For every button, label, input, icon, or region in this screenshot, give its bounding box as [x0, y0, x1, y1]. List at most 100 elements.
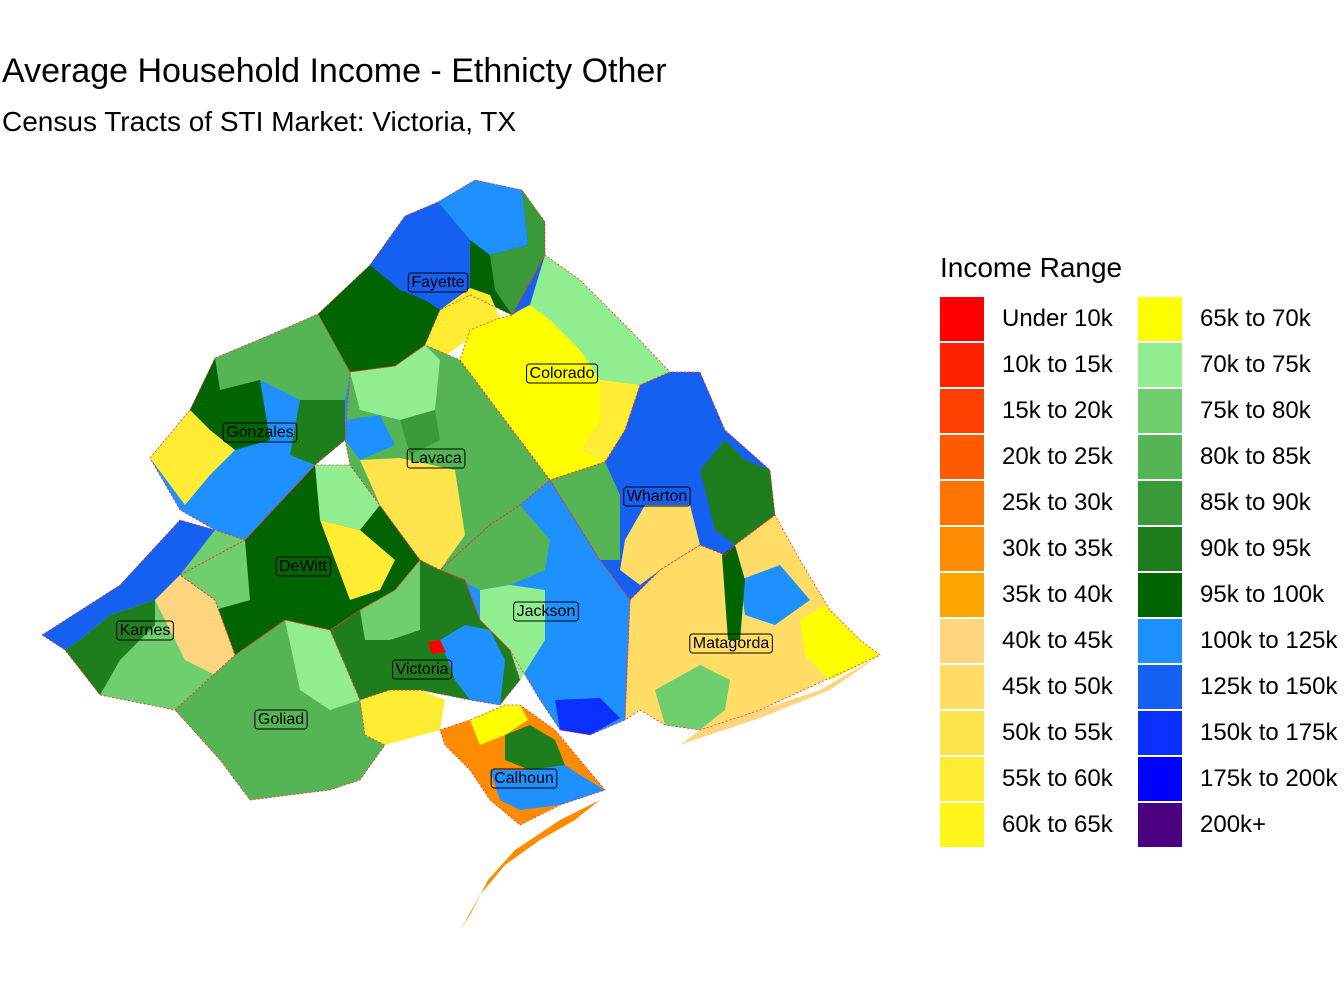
- legend-label: 85k to 90k: [1200, 489, 1311, 516]
- tract-gonzales-c: [150, 410, 235, 505]
- legend-swatch: [940, 757, 984, 801]
- legend-item: 100k to 125k: [1138, 618, 1338, 664]
- legend-swatch: [1138, 665, 1182, 709]
- legend-item: 65k to 70k: [1138, 296, 1336, 342]
- legend-swatch: [940, 389, 984, 433]
- county-label-jackson: Jackson: [513, 601, 579, 622]
- county-label-wharton: Wharton: [623, 486, 691, 507]
- legend-label: 20k to 25k: [1002, 443, 1113, 470]
- legend-label: 125k to 150k: [1200, 673, 1338, 700]
- tract-gonzales-d: [290, 400, 345, 465]
- legend-swatch: [940, 343, 984, 387]
- tract-colorado-c: [580, 380, 640, 462]
- legend-swatch: [1138, 527, 1182, 571]
- legend-swatch: [1138, 343, 1182, 387]
- county-karnes-border: [41, 519, 247, 711]
- tract-lavaca-c: [360, 458, 465, 570]
- legend-label: 80k to 85k: [1200, 443, 1311, 470]
- svg-text:Karnes: Karnes: [120, 622, 171, 639]
- legend-label: 50k to 55k: [1002, 719, 1113, 746]
- legend-swatch: [940, 665, 984, 709]
- tract-matagorda-a: [740, 565, 810, 625]
- legend-swatch: [940, 297, 984, 341]
- tract-fayette-c: [490, 190, 545, 315]
- svg-text:Wharton: Wharton: [627, 488, 687, 505]
- legend-label: 10k to 15k: [1002, 351, 1113, 378]
- legend-item: 20k to 25k: [940, 434, 1138, 480]
- tract-gonzales-a: [215, 314, 350, 400]
- tract-lavaca-b: [345, 415, 395, 460]
- tract-jackson-b: [480, 585, 545, 680]
- legend-label: 60k to 65k: [1002, 811, 1113, 838]
- tract-wharton-a: [700, 440, 775, 545]
- legend-swatch: [1138, 481, 1182, 525]
- svg-text:Matagorda: Matagorda: [693, 635, 770, 652]
- legend-item: 55k to 60k: [940, 756, 1138, 802]
- county-label-dewitt: DeWitt: [275, 556, 332, 577]
- legend-swatch: [1138, 757, 1182, 801]
- tract-jackson-a: [440, 505, 550, 590]
- legend-column: Under 10k 10k to 15k 15k to 20k 20k to 25k 2…: [940, 296, 1138, 848]
- legend-swatch: [940, 573, 984, 617]
- legend-swatch: [940, 527, 984, 571]
- legend-item: 85k to 90k: [1138, 480, 1336, 526]
- tract-matagorda-b: [800, 605, 880, 680]
- peninsula-matagorda: [680, 655, 880, 745]
- legend-swatch: [1138, 573, 1182, 617]
- tract-victoria-d: [360, 690, 445, 745]
- legend-label: 200k+: [1200, 811, 1267, 838]
- legend-swatch: [1138, 803, 1182, 847]
- svg-text:Goliad: Goliad: [258, 711, 304, 728]
- legend-item: 35k to 40k: [940, 572, 1138, 618]
- tract-colorado-a: [530, 255, 670, 385]
- legend-item: 25k to 30k: [940, 480, 1138, 526]
- legend-item: 45k to 50k: [940, 664, 1138, 710]
- legend-label: 15k to 20k: [1002, 397, 1113, 424]
- legend-item: 125k to 150k: [1138, 664, 1338, 710]
- legend-swatch: [1138, 619, 1182, 663]
- legend-label: 30k to 35k: [1002, 535, 1113, 562]
- legend-label: 35k to 40k: [1002, 581, 1113, 608]
- county-label-lavaca: Lavaca: [406, 448, 466, 469]
- county-label-fayette: Fayette: [407, 272, 469, 293]
- legend-label: 150k to 175k: [1200, 719, 1338, 746]
- county-label-colorado: Colorado: [526, 363, 599, 384]
- legend-label: 100k to 125k: [1200, 627, 1338, 654]
- legend-item: 175k to 200k: [1138, 756, 1337, 802]
- county-wharton-border: [549, 371, 776, 601]
- legend-swatch: [1138, 297, 1182, 341]
- legend-item: 40k to 45k: [940, 618, 1138, 664]
- legend-swatch: [1138, 711, 1182, 755]
- legend-label: 45k to 50k: [1002, 673, 1113, 700]
- map-title: Average Household Income - Ethnicty Othe…: [2, 52, 667, 90]
- legend-item: 15k to 20k: [940, 388, 1138, 434]
- legend-swatch: [1138, 389, 1182, 433]
- tract-jackson-d: [555, 698, 620, 735]
- legend-swatch: [940, 803, 984, 847]
- tract-gonzales-b: [190, 358, 270, 450]
- county-victoria-border: [329, 559, 521, 706]
- legend-swatch: [940, 435, 984, 479]
- county-label-matagorda: Matagorda: [689, 633, 773, 654]
- tract-fayette-a: [370, 202, 470, 310]
- legend-item: 70k to 75k: [1138, 342, 1336, 388]
- legend-item: 50k to 55k: [940, 710, 1138, 756]
- svg-text:Gonzales: Gonzales: [226, 424, 294, 441]
- county-label-goliad: Goliad: [254, 709, 308, 730]
- legend-item: 150k to 175k: [1138, 710, 1338, 756]
- svg-text:Fayette: Fayette: [411, 274, 464, 291]
- legend-label: Under 10k: [1002, 305, 1113, 332]
- county-calhoun-border: [439, 704, 606, 826]
- legend-columns: Under 10k 10k to 15k 15k to 20k 20k to 25k 2…: [940, 296, 1344, 848]
- legend-label: 40k to 45k: [1002, 627, 1113, 654]
- county-label-gonzales: Gonzales: [222, 422, 298, 443]
- legend-item: Under 10k: [940, 296, 1138, 342]
- tract-victoria-b: [440, 625, 505, 705]
- legend-item: 60k to 65k: [940, 802, 1138, 848]
- svg-text:Victoria: Victoria: [395, 661, 448, 678]
- tract-calhoun-c: [470, 705, 528, 745]
- legend-swatch: [940, 481, 984, 525]
- legend-label: 25k to 30k: [1002, 489, 1113, 516]
- legend-item: 30k to 35k: [940, 526, 1138, 572]
- legend-item: 200k+: [1138, 802, 1336, 848]
